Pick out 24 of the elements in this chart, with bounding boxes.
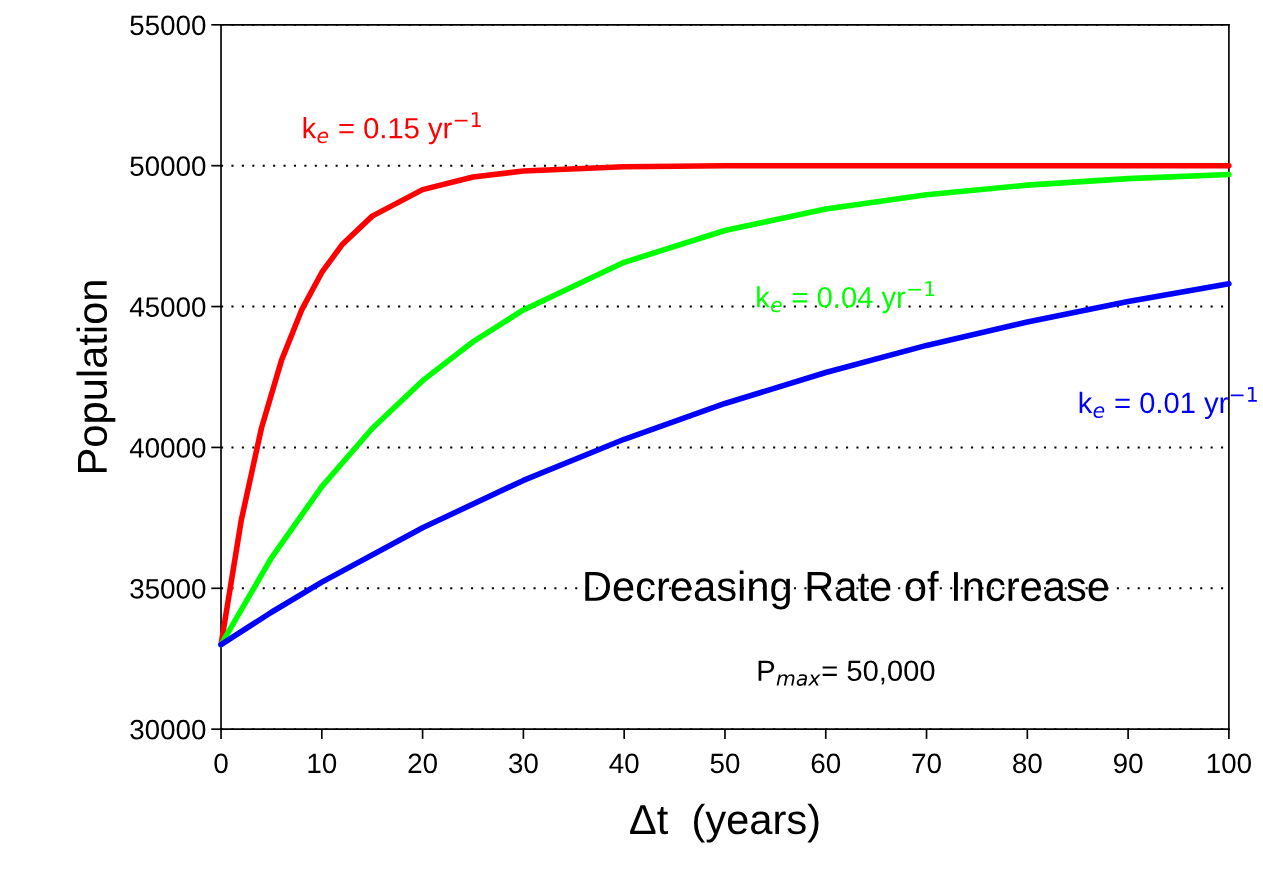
y-tick-label: 40000	[129, 438, 206, 458]
x-tick-label: 90	[1113, 753, 1143, 774]
y-tick-label: 55000	[130, 15, 206, 36]
y-tick-label: 30000	[130, 719, 206, 740]
y-tick-label: 35000	[130, 578, 206, 599]
x-tick-label: 100	[1207, 753, 1251, 774]
y-tick-label: 50000	[130, 156, 206, 177]
x-tick-label: 50	[710, 753, 740, 774]
annotation: Decreasing Rate of Increase	[585, 570, 1109, 610]
x-tick-label: 70	[912, 753, 941, 774]
annotation: P$_{max}$= 50,000	[758, 660, 935, 686]
x-tick-label: 20	[408, 753, 437, 774]
x-tick-label: 0	[214, 753, 228, 774]
x-tick-label: 40	[609, 753, 639, 774]
x-tick-label: 10	[308, 753, 337, 774]
text: k$_{e}$ = 0.01 yr$^{−1}$	[1079, 386, 1257, 419]
x-tick-label: 80	[1013, 753, 1042, 774]
series-label: k$_{e}$ = 0.04 yr$^{−1}$	[757, 281, 935, 314]
series-label: k$_{e}$ = 0.15 yr$^{−1}$	[303, 112, 481, 145]
x-tick-label: 60	[811, 753, 841, 774]
x-axis-title: Δt (years)	[630, 803, 819, 843]
y-axis-title: Population	[76, 281, 116, 473]
x-tick-label: 30	[509, 753, 538, 774]
y-tick-label: 45000	[129, 297, 206, 317]
